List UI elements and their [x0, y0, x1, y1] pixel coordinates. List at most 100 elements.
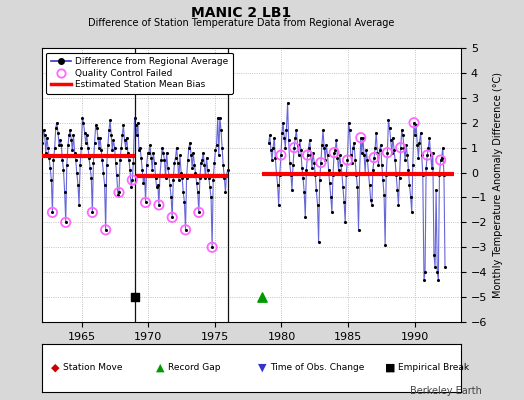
Point	[106, 117, 114, 124]
Text: Station Move: Station Move	[63, 364, 123, 372]
Point	[309, 150, 317, 156]
Text: MANIC 2 LB1: MANIC 2 LB1	[191, 6, 291, 20]
Point	[347, 159, 356, 166]
Point	[345, 127, 354, 134]
Point	[371, 144, 379, 151]
Point	[401, 157, 409, 163]
Point	[93, 124, 101, 131]
Point	[316, 159, 325, 166]
Point	[302, 167, 311, 173]
Point	[163, 164, 172, 171]
Point	[97, 147, 105, 153]
Point	[73, 169, 81, 176]
Point	[403, 152, 411, 158]
Point	[323, 152, 332, 158]
Point	[152, 184, 161, 191]
Point	[131, 294, 139, 300]
Point	[372, 130, 380, 136]
Point	[168, 214, 177, 220]
Point	[84, 144, 92, 151]
Point	[417, 130, 425, 136]
Text: ■: ■	[385, 363, 396, 373]
Point	[318, 142, 326, 148]
Text: ▲: ▲	[156, 363, 164, 373]
Point	[115, 189, 123, 196]
Point	[134, 120, 142, 126]
Point	[127, 184, 135, 191]
Point	[48, 209, 57, 216]
Point	[278, 130, 286, 136]
Point	[363, 157, 372, 163]
Point	[413, 142, 421, 148]
Point	[169, 177, 178, 183]
Point	[174, 177, 183, 183]
Point	[136, 144, 144, 151]
Point	[424, 144, 433, 151]
Point	[40, 132, 49, 138]
Point	[50, 144, 59, 151]
Point	[210, 159, 219, 166]
Point	[154, 182, 162, 188]
Point	[58, 157, 67, 163]
Point	[206, 184, 214, 191]
Point	[353, 184, 362, 191]
Point	[411, 132, 419, 138]
Point	[405, 182, 413, 188]
Point	[61, 219, 70, 226]
Point	[279, 120, 287, 126]
Point	[156, 172, 164, 178]
Point	[113, 172, 121, 178]
Point	[41, 150, 50, 156]
Point	[277, 152, 285, 158]
Point	[78, 114, 86, 121]
Point	[82, 140, 90, 146]
Point	[330, 150, 339, 156]
Point	[182, 174, 191, 181]
Point	[217, 127, 225, 134]
Point	[75, 202, 83, 208]
Point	[362, 147, 370, 153]
Point	[188, 164, 196, 171]
Point	[392, 172, 400, 178]
Point	[52, 120, 61, 126]
Point	[388, 150, 396, 156]
Point	[39, 127, 48, 134]
Point	[438, 154, 446, 161]
Point	[157, 157, 166, 163]
Point	[324, 167, 333, 173]
Point	[280, 134, 288, 141]
Text: ◆: ◆	[51, 363, 59, 373]
Point	[294, 152, 303, 158]
Point	[384, 117, 392, 124]
Point	[137, 154, 145, 161]
Point	[289, 162, 297, 168]
Point	[198, 157, 206, 163]
Point	[102, 227, 110, 233]
Point	[269, 144, 277, 151]
Point	[395, 174, 403, 181]
Point	[49, 157, 58, 163]
Point	[296, 137, 304, 143]
Point	[282, 127, 291, 134]
Point	[412, 122, 420, 128]
Point	[107, 132, 115, 138]
Point	[180, 199, 189, 206]
Point	[360, 152, 368, 158]
Point	[207, 194, 215, 201]
Point	[433, 269, 442, 275]
Point	[439, 144, 447, 151]
Point	[162, 150, 171, 156]
Point	[218, 144, 226, 151]
Point	[194, 209, 203, 216]
Point	[316, 159, 325, 166]
Point	[129, 159, 137, 166]
Point	[266, 132, 274, 138]
Point	[47, 177, 56, 183]
Point	[94, 134, 102, 141]
Point	[299, 174, 307, 181]
Point	[62, 162, 71, 168]
Point	[192, 179, 201, 186]
Point	[325, 179, 334, 186]
Point	[202, 154, 211, 161]
Point	[104, 142, 112, 148]
